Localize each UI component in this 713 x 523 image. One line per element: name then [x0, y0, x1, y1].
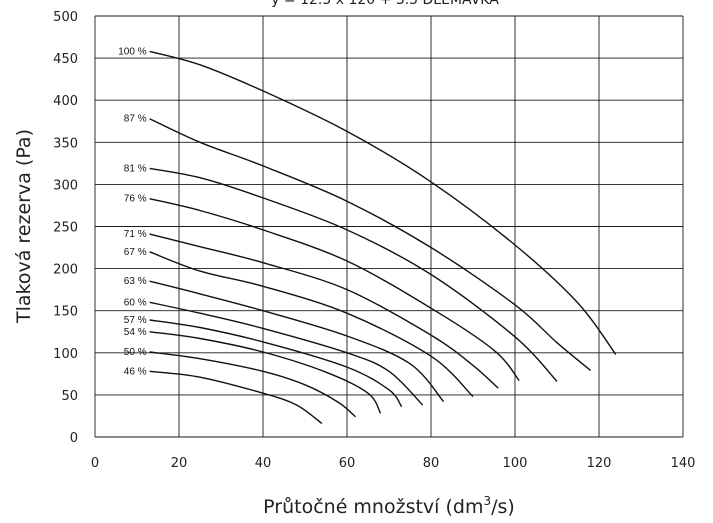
x-tick-120: 120 — [587, 456, 612, 471]
curve-63 — [149, 280, 445, 403]
curve-label-76: 76 % — [124, 194, 147, 205]
y-tick-300: 300 — [53, 178, 78, 193]
y-tick-150: 150 — [53, 305, 78, 320]
y-tick-100: 100 — [53, 347, 78, 362]
curve-76 — [149, 198, 520, 382]
x-axis-title: Průtočné množství (dm3/s) — [263, 494, 515, 518]
curve-label-57: 57 % — [124, 315, 147, 326]
y-tick-500: 500 — [53, 10, 78, 25]
curve-labels: 100 % 87 % 81 % 76 % 71 % 67 % 63 % 60 % 57 %54 … — [118, 46, 146, 377]
curve-label-54: 54 % — [124, 327, 147, 338]
curve-label-87: 87 % — [124, 114, 147, 125]
curve-71 — [149, 233, 499, 389]
x-tick-140: 140 — [671, 456, 696, 471]
y-tick-400: 400 — [53, 94, 78, 109]
curve-label-81: 81 % — [124, 163, 147, 174]
curve-label-67: 67 % — [124, 247, 147, 258]
y-tick-250: 250 — [53, 221, 78, 236]
x-axis-title-main: Průtočné množství (dm — [263, 496, 483, 518]
curve-50 — [149, 351, 356, 418]
y-tick-200: 200 — [53, 263, 78, 278]
chart-title: y = 12.5 x 120 + 3.5 DLEMAVKA — [271, 0, 499, 8]
x-tick-60: 60 — [339, 456, 356, 471]
curve-label-63: 63 % — [124, 276, 147, 287]
y-axis-title: Tlaková rezerva (Pa) — [13, 129, 35, 324]
curve-label-100: 100 % — [118, 46, 146, 57]
curve-57 — [149, 319, 403, 408]
y-tick-labels: 0 50 100 150 200 250 300 350 400 450 500 — [53, 10, 78, 446]
curve-87 — [149, 118, 592, 372]
curve-label-71: 71 % — [124, 229, 147, 240]
x-tick-100: 100 — [503, 456, 528, 471]
curve-label-46: 46 % — [124, 366, 147, 377]
curve-label-50: 50 % — [124, 347, 147, 358]
curve-label-60: 60 % — [124, 297, 147, 308]
x-tick-20: 20 — [171, 456, 188, 471]
x-axis-title-tail: /s) — [491, 496, 515, 518]
y-tick-0: 0 — [70, 431, 78, 446]
curve-81 — [149, 167, 558, 382]
x-tick-labels: 0 20 40 60 80 100 120 140 — [91, 456, 696, 471]
grid — [94, 15, 684, 438]
x-tick-40: 40 — [255, 456, 272, 471]
curve-67 — [149, 251, 474, 398]
x-tick-0: 0 — [91, 456, 99, 471]
curve-100 — [149, 50, 617, 355]
curve-54 — [149, 331, 382, 414]
curve-60 — [149, 301, 424, 406]
y-tick-50: 50 — [61, 389, 78, 404]
x-axis-title-sup: 3 — [483, 494, 491, 508]
y-tick-450: 450 — [53, 52, 78, 67]
x-tick-80: 80 — [423, 456, 440, 471]
curves — [149, 50, 617, 425]
y-tick-350: 350 — [53, 136, 78, 151]
curve-46 — [149, 370, 323, 425]
